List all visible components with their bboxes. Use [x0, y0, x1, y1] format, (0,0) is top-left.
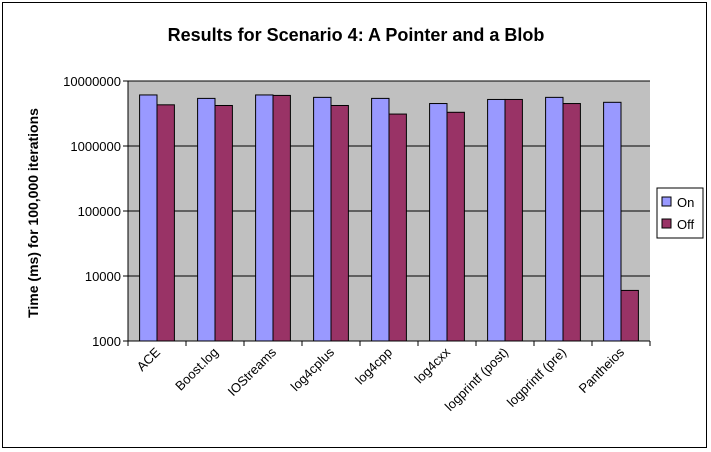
y-axis-label: Time (ms) for 100,000 iterations	[25, 108, 41, 318]
bar-on-log4cpp	[371, 97, 390, 342]
y-tick-labels: 1000 10000 100000 1000000 10000000	[63, 74, 121, 349]
y-tick-label: 1000	[92, 334, 121, 349]
x-tick-label: log4cplus	[288, 344, 338, 394]
bar-on-boost-log	[197, 97, 216, 342]
bar-on-logprintf-post	[487, 98, 506, 342]
bar-on-pantheios	[603, 101, 622, 342]
legend-label-off: Off	[677, 217, 694, 232]
chart-frame: Results for Scenario 4: A Pointer and a …	[2, 2, 707, 448]
legend-swatch-on	[661, 196, 672, 207]
bars	[139, 94, 639, 342]
y-tick-label: 10000000	[63, 74, 121, 89]
bar-off-ace	[156, 104, 175, 342]
x-tick-label: Pantheios	[576, 344, 628, 396]
legend-box	[656, 187, 704, 239]
bar-off-log4cxx	[446, 111, 465, 342]
bar-off-log4cpp	[388, 113, 407, 342]
bar-on-log4cplus	[313, 96, 332, 342]
axes	[123, 80, 651, 346]
chart-title: Results for Scenario 4: A Pointer and a …	[168, 25, 545, 45]
legend-label-on: On	[677, 195, 694, 210]
bar-on-logprintf-pre	[545, 96, 564, 342]
x-tick-label: log4cxx	[411, 344, 453, 386]
x-tick-label: logprintf (pre)	[504, 345, 569, 410]
bar-off-logprintf-pre	[562, 103, 581, 342]
legend: On Off	[656, 187, 704, 239]
bar-on-log4cxx	[429, 103, 448, 342]
x-tick-label: log4cpp	[352, 345, 395, 388]
bar-on-ace	[139, 94, 158, 342]
chart: Results for Scenario 4: A Pointer and a …	[25, 25, 704, 414]
y-tick-label: 1000000	[70, 139, 121, 154]
bar-off-iostreams	[272, 94, 291, 342]
y-tick-label: 10000	[85, 269, 121, 284]
bar-off-pantheios	[620, 289, 639, 342]
y-tick-label: 100000	[78, 204, 121, 219]
x-tick-label: Boost.log	[172, 345, 221, 394]
bar-off-boost-log	[214, 104, 233, 342]
bar-off-logprintf-post	[504, 98, 523, 342]
x-tick-labels: ACE Boost.log IOStreams log4cplus log4cpp log…	[134, 344, 628, 414]
legend-swatch-off	[661, 218, 672, 229]
bar-on-iostreams	[255, 94, 274, 342]
x-tick-label: IOStreams	[225, 344, 280, 399]
x-tick-label: ACE	[134, 344, 164, 374]
bar-off-log4cplus	[330, 104, 349, 342]
